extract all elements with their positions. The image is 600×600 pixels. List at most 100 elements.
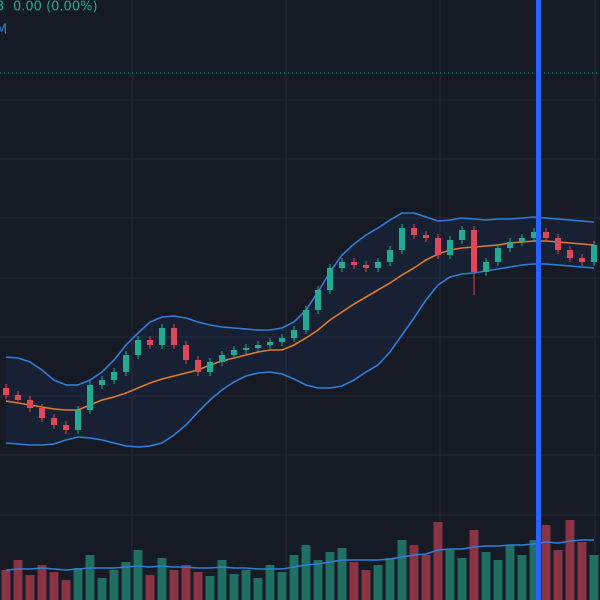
volume-bar (193, 572, 203, 600)
candle-body (15, 395, 21, 400)
band-line (5, 263, 595, 448)
volume-bar (565, 520, 575, 600)
candle-body (219, 355, 225, 362)
candle-body (3, 388, 9, 395)
volume-bar (313, 560, 323, 600)
candle-body (243, 348, 249, 350)
volume-bar (493, 560, 503, 600)
volume-bar (241, 570, 251, 600)
candle-body (519, 238, 525, 242)
volume-bar (397, 540, 407, 600)
candle-body (387, 250, 393, 262)
candle-body (435, 238, 441, 255)
candle-body (507, 242, 513, 248)
volume-bar (421, 555, 431, 600)
volume-bar (73, 568, 83, 600)
legend-symbol: 3 (0, 0, 4, 15)
candle-body (231, 350, 237, 355)
volume-bar (25, 575, 35, 600)
candle-body (363, 265, 369, 268)
volume-bar (505, 545, 515, 600)
candle-body (135, 340, 141, 355)
volume-bar (349, 562, 359, 600)
candle-body (99, 380, 105, 385)
volume-bar (1, 570, 11, 600)
candle-body (483, 262, 489, 272)
candle-body (123, 355, 129, 372)
candle-body (591, 245, 597, 262)
candle-body (159, 328, 165, 345)
candle-body (327, 268, 333, 290)
volume-bar (85, 555, 95, 600)
candle-body (75, 410, 81, 430)
volume-bar (217, 560, 227, 600)
volume-bar (517, 555, 527, 600)
candle-body (471, 230, 477, 272)
candle-body (459, 230, 465, 240)
volume-bar (109, 570, 119, 600)
volume-bar (553, 550, 563, 600)
candle-body (411, 228, 417, 235)
volume-bar (529, 540, 539, 600)
volume-bar (373, 565, 383, 600)
volume-bar (433, 522, 443, 600)
volume-bar (13, 560, 23, 600)
candle-body (51, 418, 57, 425)
candle-body (183, 345, 189, 360)
volume-bar (301, 545, 311, 600)
volume-bar (133, 550, 143, 600)
candle-body (531, 232, 537, 238)
candle-body (315, 290, 321, 310)
candle-body (195, 360, 201, 372)
volume-bar (445, 550, 455, 600)
legend-study: M (0, 23, 7, 38)
candle-body (171, 328, 177, 345)
band-line (5, 212, 595, 386)
candle-body (111, 372, 117, 380)
candle-body (255, 345, 261, 348)
volume-bar (457, 558, 467, 600)
candle-body (555, 238, 561, 250)
candle-body (423, 235, 429, 238)
candle-body (63, 425, 69, 430)
candle-body (279, 338, 285, 342)
candle-body (543, 232, 549, 238)
volume-bar (277, 572, 287, 600)
volume-bar (157, 558, 167, 600)
volume-bar (469, 530, 479, 600)
candle-body (303, 310, 309, 330)
volume-ma (5, 539, 594, 571)
volume-bar (265, 565, 275, 600)
candle-body (267, 342, 273, 345)
volume-bar (481, 552, 491, 600)
volume-bar (589, 555, 599, 600)
candle-body (39, 408, 45, 418)
volume-bar (325, 552, 335, 600)
volume-bar (205, 576, 215, 600)
candle-body (207, 362, 213, 372)
volume-bar (61, 580, 71, 600)
volume-bar (541, 525, 551, 600)
volume-bar (289, 555, 299, 600)
volume-bar (229, 574, 239, 600)
candle-body (27, 400, 33, 408)
candle-body (147, 340, 153, 345)
volume-bar (145, 575, 155, 600)
crosshair (536, 0, 541, 600)
candle-body (495, 248, 501, 262)
plot (0, 72, 600, 600)
volume-bar (253, 578, 263, 600)
candle-body (351, 262, 357, 265)
volume-bar (169, 570, 179, 600)
volume-bar (361, 570, 371, 600)
candle-body (375, 262, 381, 268)
candle-body (447, 240, 453, 255)
band-fill (6, 213, 594, 447)
candle-body (339, 262, 345, 268)
candle-body (291, 330, 297, 338)
candle-body (399, 228, 405, 250)
legend-change: 0.00 (0.00%) (13, 0, 98, 15)
volume-bar (121, 562, 131, 600)
